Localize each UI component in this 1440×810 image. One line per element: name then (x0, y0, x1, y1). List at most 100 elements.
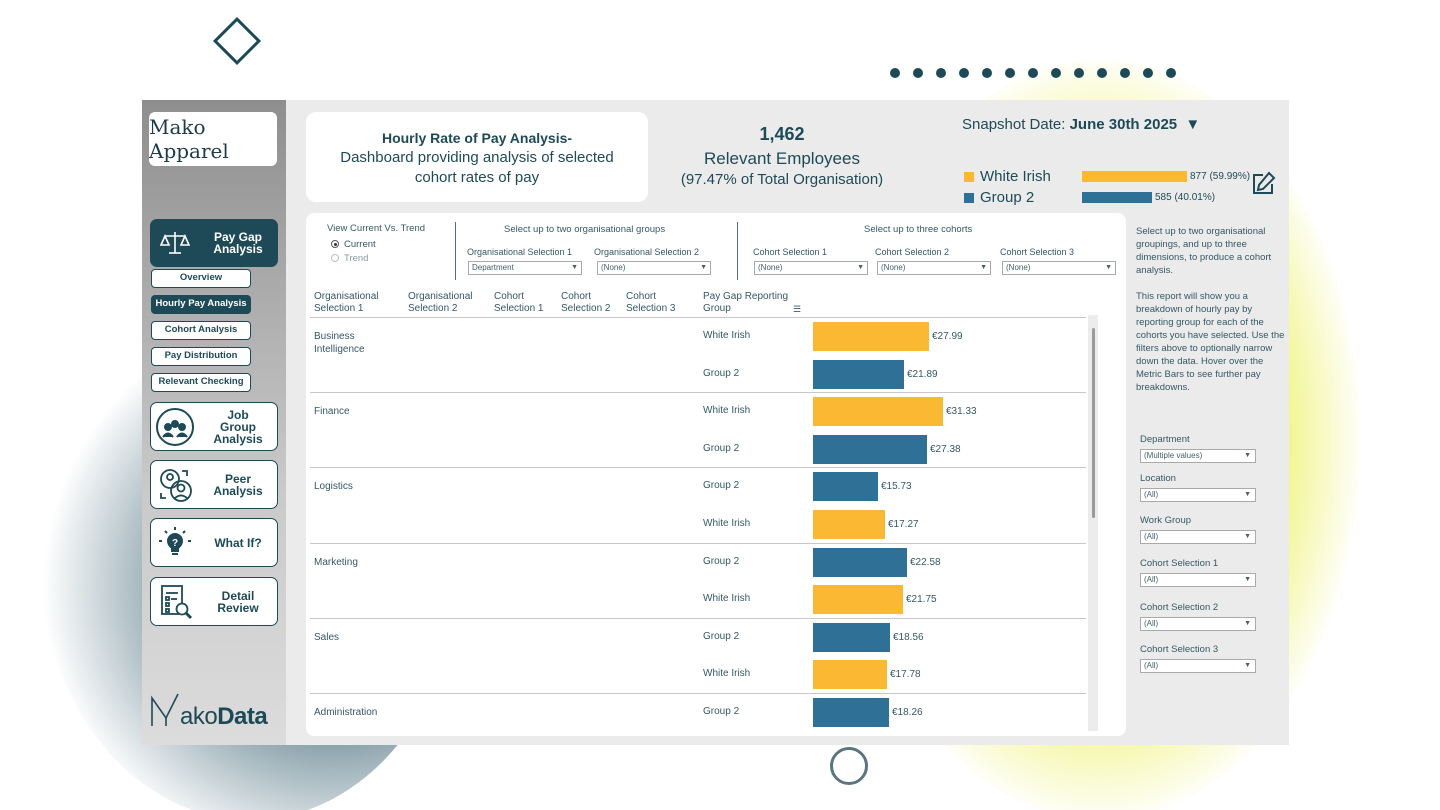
pay-bar[interactable] (813, 397, 943, 427)
scrollbar-track[interactable] (1088, 315, 1098, 731)
legend-row-white-irish[interactable]: White Irish 877 (59.99%) (964, 166, 1250, 187)
chevron-down-icon: ▼ (1244, 491, 1251, 498)
radio-unselected-icon[interactable] (331, 254, 339, 263)
nav-overview[interactable]: Overview (151, 269, 251, 288)
legend-bar[interactable] (1082, 171, 1187, 182)
pay-bar-label: €18.26 (892, 707, 923, 718)
legend-bar[interactable] (1082, 192, 1152, 203)
row-reporting-group: Group 2 (703, 555, 740, 567)
nav-job-group-analysis[interactable]: Job Group Analysis (150, 402, 278, 451)
cohort-selection-3-dropdown[interactable]: (None) ▼ (1002, 261, 1116, 275)
filter-dropdown[interactable]: (Multiple values) ▼ (1140, 449, 1256, 463)
nav-cohort-analysis[interactable]: Cohort Analysis (151, 321, 251, 340)
filter-label: Department (1140, 434, 1190, 445)
row-divider (310, 392, 1086, 394)
nav-peer-analysis[interactable]: Peer Analysis (150, 460, 278, 509)
chevron-down-icon[interactable]: ▼ (1185, 116, 1201, 133)
radio-trend[interactable]: Trend (331, 253, 368, 264)
pay-bar-label: €21.75 (906, 594, 937, 606)
column-header-org-1[interactable]: Organisational Selection 1 (314, 291, 379, 314)
pay-bar-label: €31.33 (946, 406, 977, 418)
cohort-selection-2-dropdown[interactable]: (None) ▼ (877, 261, 991, 275)
row-reporting-group: Group 2 (703, 480, 740, 492)
column-header-cohort-1[interactable]: Cohort Selection 1 (494, 291, 544, 314)
column-header-reporting-group[interactable]: Pay Gap Reporting Group (703, 291, 789, 314)
radio-selected-icon[interactable] (331, 240, 339, 249)
row-divider (310, 617, 1086, 619)
filter-dropdown[interactable]: (All) ▼ (1140, 488, 1256, 502)
column-header-org-2[interactable]: Organisational Selection 2 (408, 291, 473, 314)
radio-trend-label: Trend (344, 253, 369, 264)
column-header-cohort-3[interactable]: Cohort Selection 3 (626, 291, 676, 314)
nav-peer-label: Peer Analysis (213, 471, 263, 498)
pay-bar[interactable] (813, 585, 903, 615)
chevron-down-icon: ▼ (1244, 620, 1251, 627)
radio-current[interactable]: Current (331, 239, 376, 250)
row-reporting-group: Group 2 (703, 442, 740, 454)
filter-label: Cohort Selection 1 (1140, 558, 1219, 569)
title-card: Hourly Rate of Pay Analysis- Dashboard p… (306, 112, 648, 202)
legend-row-group-2[interactable]: Group 2 585 (40.01%) (964, 187, 1250, 208)
nav-what-if[interactable]: ? What If? (150, 518, 278, 567)
dashboard-frame: Mako Apparel Pay Gap Analysis Overview H… (142, 100, 1289, 745)
filter-value: (All) (1144, 490, 1159, 499)
document-search-icon (151, 578, 199, 625)
filter-dropdown[interactable]: (All) ▼ (1140, 617, 1256, 631)
nav-hourly-pay-analysis[interactable]: Hourly Pay Analysis (151, 295, 251, 314)
cohort-title: Select up to three cohorts (864, 224, 973, 235)
radio-current-label: Current (344, 239, 376, 250)
filter-value: (All) (1144, 575, 1159, 584)
company-logo[interactable]: Mako Apparel (149, 112, 277, 166)
snapshot-date-selector[interactable]: Snapshot Date: June 30th 2025 ▼ (962, 116, 1200, 133)
pay-bar-label: €27.38 (930, 443, 961, 455)
brand-suffix: Data (217, 703, 268, 730)
pay-bar[interactable] (813, 698, 889, 727)
sort-icon[interactable]: ☰ (793, 304, 802, 314)
pay-bar[interactable] (813, 434, 927, 464)
row-divider (310, 542, 1086, 544)
scrollbar-thumb[interactable] (1092, 328, 1095, 518)
filter-dropdown[interactable]: (All) ▼ (1140, 573, 1256, 587)
edit-icon[interactable] (1249, 170, 1277, 203)
divider (455, 222, 456, 280)
cohort-selection-2-label: Cohort Selection 2 (875, 247, 950, 257)
nav-relevant-checking[interactable]: Relevant Checking (151, 373, 251, 392)
row-department: Logistics (314, 481, 353, 493)
pay-bar[interactable] (813, 547, 907, 577)
nav-detail-review[interactable]: Detail Review (150, 577, 278, 626)
pay-bar[interactable] (813, 660, 887, 690)
snapshot-value: June 30th 2025 (1069, 116, 1178, 133)
chevron-down-icon: ▼ (1105, 264, 1112, 271)
pay-bar[interactable] (813, 622, 890, 652)
nav-pay-gap-analysis[interactable]: Pay Gap Analysis (150, 219, 278, 267)
filter-label: Cohort Selection 2 (1140, 602, 1219, 613)
decor-diamond (212, 16, 262, 66)
row-department: Sales (314, 631, 340, 643)
cohort-selection-3-label: Cohort Selection 3 (1000, 247, 1075, 257)
org-selection-1-dropdown[interactable]: Department ▼ (468, 261, 582, 275)
cohort-selection-1-dropdown[interactable]: (None) ▼ (754, 261, 868, 275)
column-header-cohort-2[interactable]: Cohort Selection 2 (561, 291, 611, 314)
kpi-relevant-employees: 1,462 Relevant Employees (97.47% of Tota… (662, 124, 902, 188)
pay-bar[interactable] (813, 322, 929, 351)
pay-bar[interactable] (813, 359, 904, 389)
brand-prefix: ako (180, 703, 218, 730)
filter-dropdown[interactable]: (All) ▼ (1140, 659, 1256, 673)
chevron-down-icon: ▼ (1244, 452, 1251, 459)
nav-pay-distribution[interactable]: Pay Distribution (151, 347, 251, 366)
filter-label: Work Group (1140, 515, 1192, 526)
main-panel (306, 213, 1126, 736)
legend-value: 877 (59.99%) (1190, 171, 1251, 182)
filter-dropdown[interactable]: (All) ▼ (1140, 530, 1256, 544)
chevron-down-icon: ▼ (700, 264, 707, 271)
mako-m-logo-icon (151, 693, 179, 726)
pay-bar[interactable] (813, 472, 878, 502)
row-divider (310, 467, 1086, 469)
org-selection-2-dropdown[interactable]: (None) ▼ (597, 261, 711, 275)
row-reporting-group: Group 2 (703, 367, 740, 379)
row-department: Administration (314, 707, 378, 718)
pay-bar[interactable] (813, 510, 885, 539)
pay-bar-label: €17.27 (888, 519, 919, 530)
filter-value: (All) (1144, 661, 1159, 670)
